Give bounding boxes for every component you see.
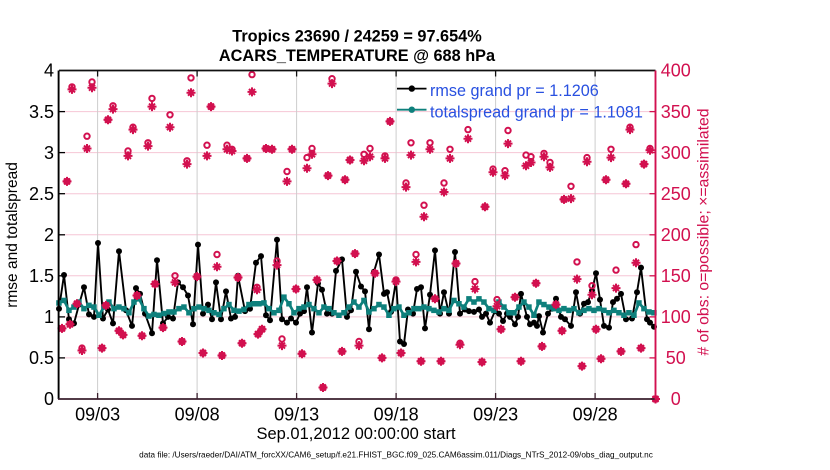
- svg-text:3.5: 3.5: [29, 102, 54, 122]
- svg-text:Tropics 23690 / 24259 = 97.654: Tropics 23690 / 24259 = 97.654%: [232, 28, 482, 46]
- svg-text:data file: /Users/raeder/DAI/A: data file: /Users/raeder/DAI/ATM_forcXX/…: [139, 451, 653, 460]
- svg-text:2.5: 2.5: [29, 184, 54, 204]
- svg-text:09/23: 09/23: [473, 405, 518, 425]
- svg-text:rmse and totalspread: rmse and totalspread: [4, 162, 21, 308]
- svg-text:150: 150: [661, 266, 691, 286]
- svg-text:1: 1: [44, 307, 54, 327]
- svg-text:Sep.01,2012 00:00:00 start: Sep.01,2012 00:00:00 start: [256, 425, 455, 443]
- svg-text:250: 250: [661, 184, 691, 204]
- svg-text:50: 50: [666, 348, 686, 368]
- svg-text:0.5: 0.5: [29, 348, 54, 368]
- svg-text:rmse grand pr = 1.1206: rmse grand pr = 1.1206: [430, 82, 599, 100]
- svg-text:3: 3: [44, 143, 54, 163]
- svg-text:100: 100: [661, 307, 691, 327]
- svg-text:09/18: 09/18: [374, 405, 419, 425]
- svg-text:09/08: 09/08: [175, 405, 220, 425]
- svg-text:200: 200: [661, 225, 691, 245]
- svg-text:300: 300: [661, 143, 691, 163]
- svg-text:0: 0: [671, 389, 681, 409]
- svg-text:350: 350: [661, 102, 691, 122]
- svg-text:ACARS_TEMPERATURE @ 688 hPa: ACARS_TEMPERATURE @ 688 hPa: [219, 47, 496, 65]
- svg-text:2: 2: [44, 225, 54, 245]
- svg-text:1.5: 1.5: [29, 266, 54, 286]
- svg-text:09/28: 09/28: [573, 405, 618, 425]
- svg-text:4: 4: [44, 61, 54, 81]
- svg-text:09/03: 09/03: [75, 405, 120, 425]
- svg-text:totalspread grand pr = 1.1081: totalspread grand pr = 1.1081: [430, 103, 643, 121]
- svg-text:# of obs: o=possible; ×=assimi: # of obs: o=possible; ×=assimilated: [696, 108, 713, 355]
- svg-text:09/13: 09/13: [274, 405, 319, 425]
- svg-text:400: 400: [661, 61, 691, 81]
- svg-text:0: 0: [44, 389, 54, 409]
